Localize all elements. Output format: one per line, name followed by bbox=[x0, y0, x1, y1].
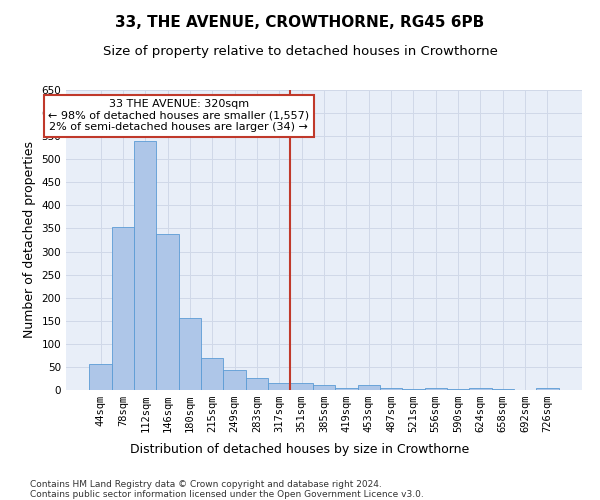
Bar bbox=[313, 386, 335, 390]
Bar bbox=[425, 388, 447, 390]
Bar bbox=[358, 386, 380, 390]
Bar bbox=[179, 318, 201, 390]
Text: 33 THE AVENUE: 320sqm
← 98% of detached houses are smaller (1,557)
2% of semi-de: 33 THE AVENUE: 320sqm ← 98% of detached … bbox=[48, 99, 310, 132]
Bar bbox=[246, 378, 268, 390]
Bar bbox=[536, 388, 559, 390]
Bar bbox=[89, 364, 112, 390]
Bar bbox=[201, 358, 223, 390]
Y-axis label: Number of detached properties: Number of detached properties bbox=[23, 142, 36, 338]
Bar bbox=[402, 389, 425, 390]
Bar bbox=[380, 388, 402, 390]
Bar bbox=[491, 389, 514, 390]
Text: Contains HM Land Registry data © Crown copyright and database right 2024.
Contai: Contains HM Land Registry data © Crown c… bbox=[30, 480, 424, 500]
Text: Distribution of detached houses by size in Crowthorne: Distribution of detached houses by size … bbox=[130, 442, 470, 456]
Text: Size of property relative to detached houses in Crowthorne: Size of property relative to detached ho… bbox=[103, 45, 497, 58]
Bar bbox=[268, 383, 290, 390]
Bar bbox=[157, 234, 179, 390]
Bar bbox=[223, 370, 246, 390]
Text: 33, THE AVENUE, CROWTHORNE, RG45 6PB: 33, THE AVENUE, CROWTHORNE, RG45 6PB bbox=[115, 15, 485, 30]
Bar bbox=[447, 389, 469, 390]
Bar bbox=[112, 227, 134, 390]
Bar bbox=[290, 383, 313, 390]
Bar bbox=[134, 141, 157, 390]
Bar bbox=[469, 388, 491, 390]
Bar bbox=[335, 388, 358, 390]
